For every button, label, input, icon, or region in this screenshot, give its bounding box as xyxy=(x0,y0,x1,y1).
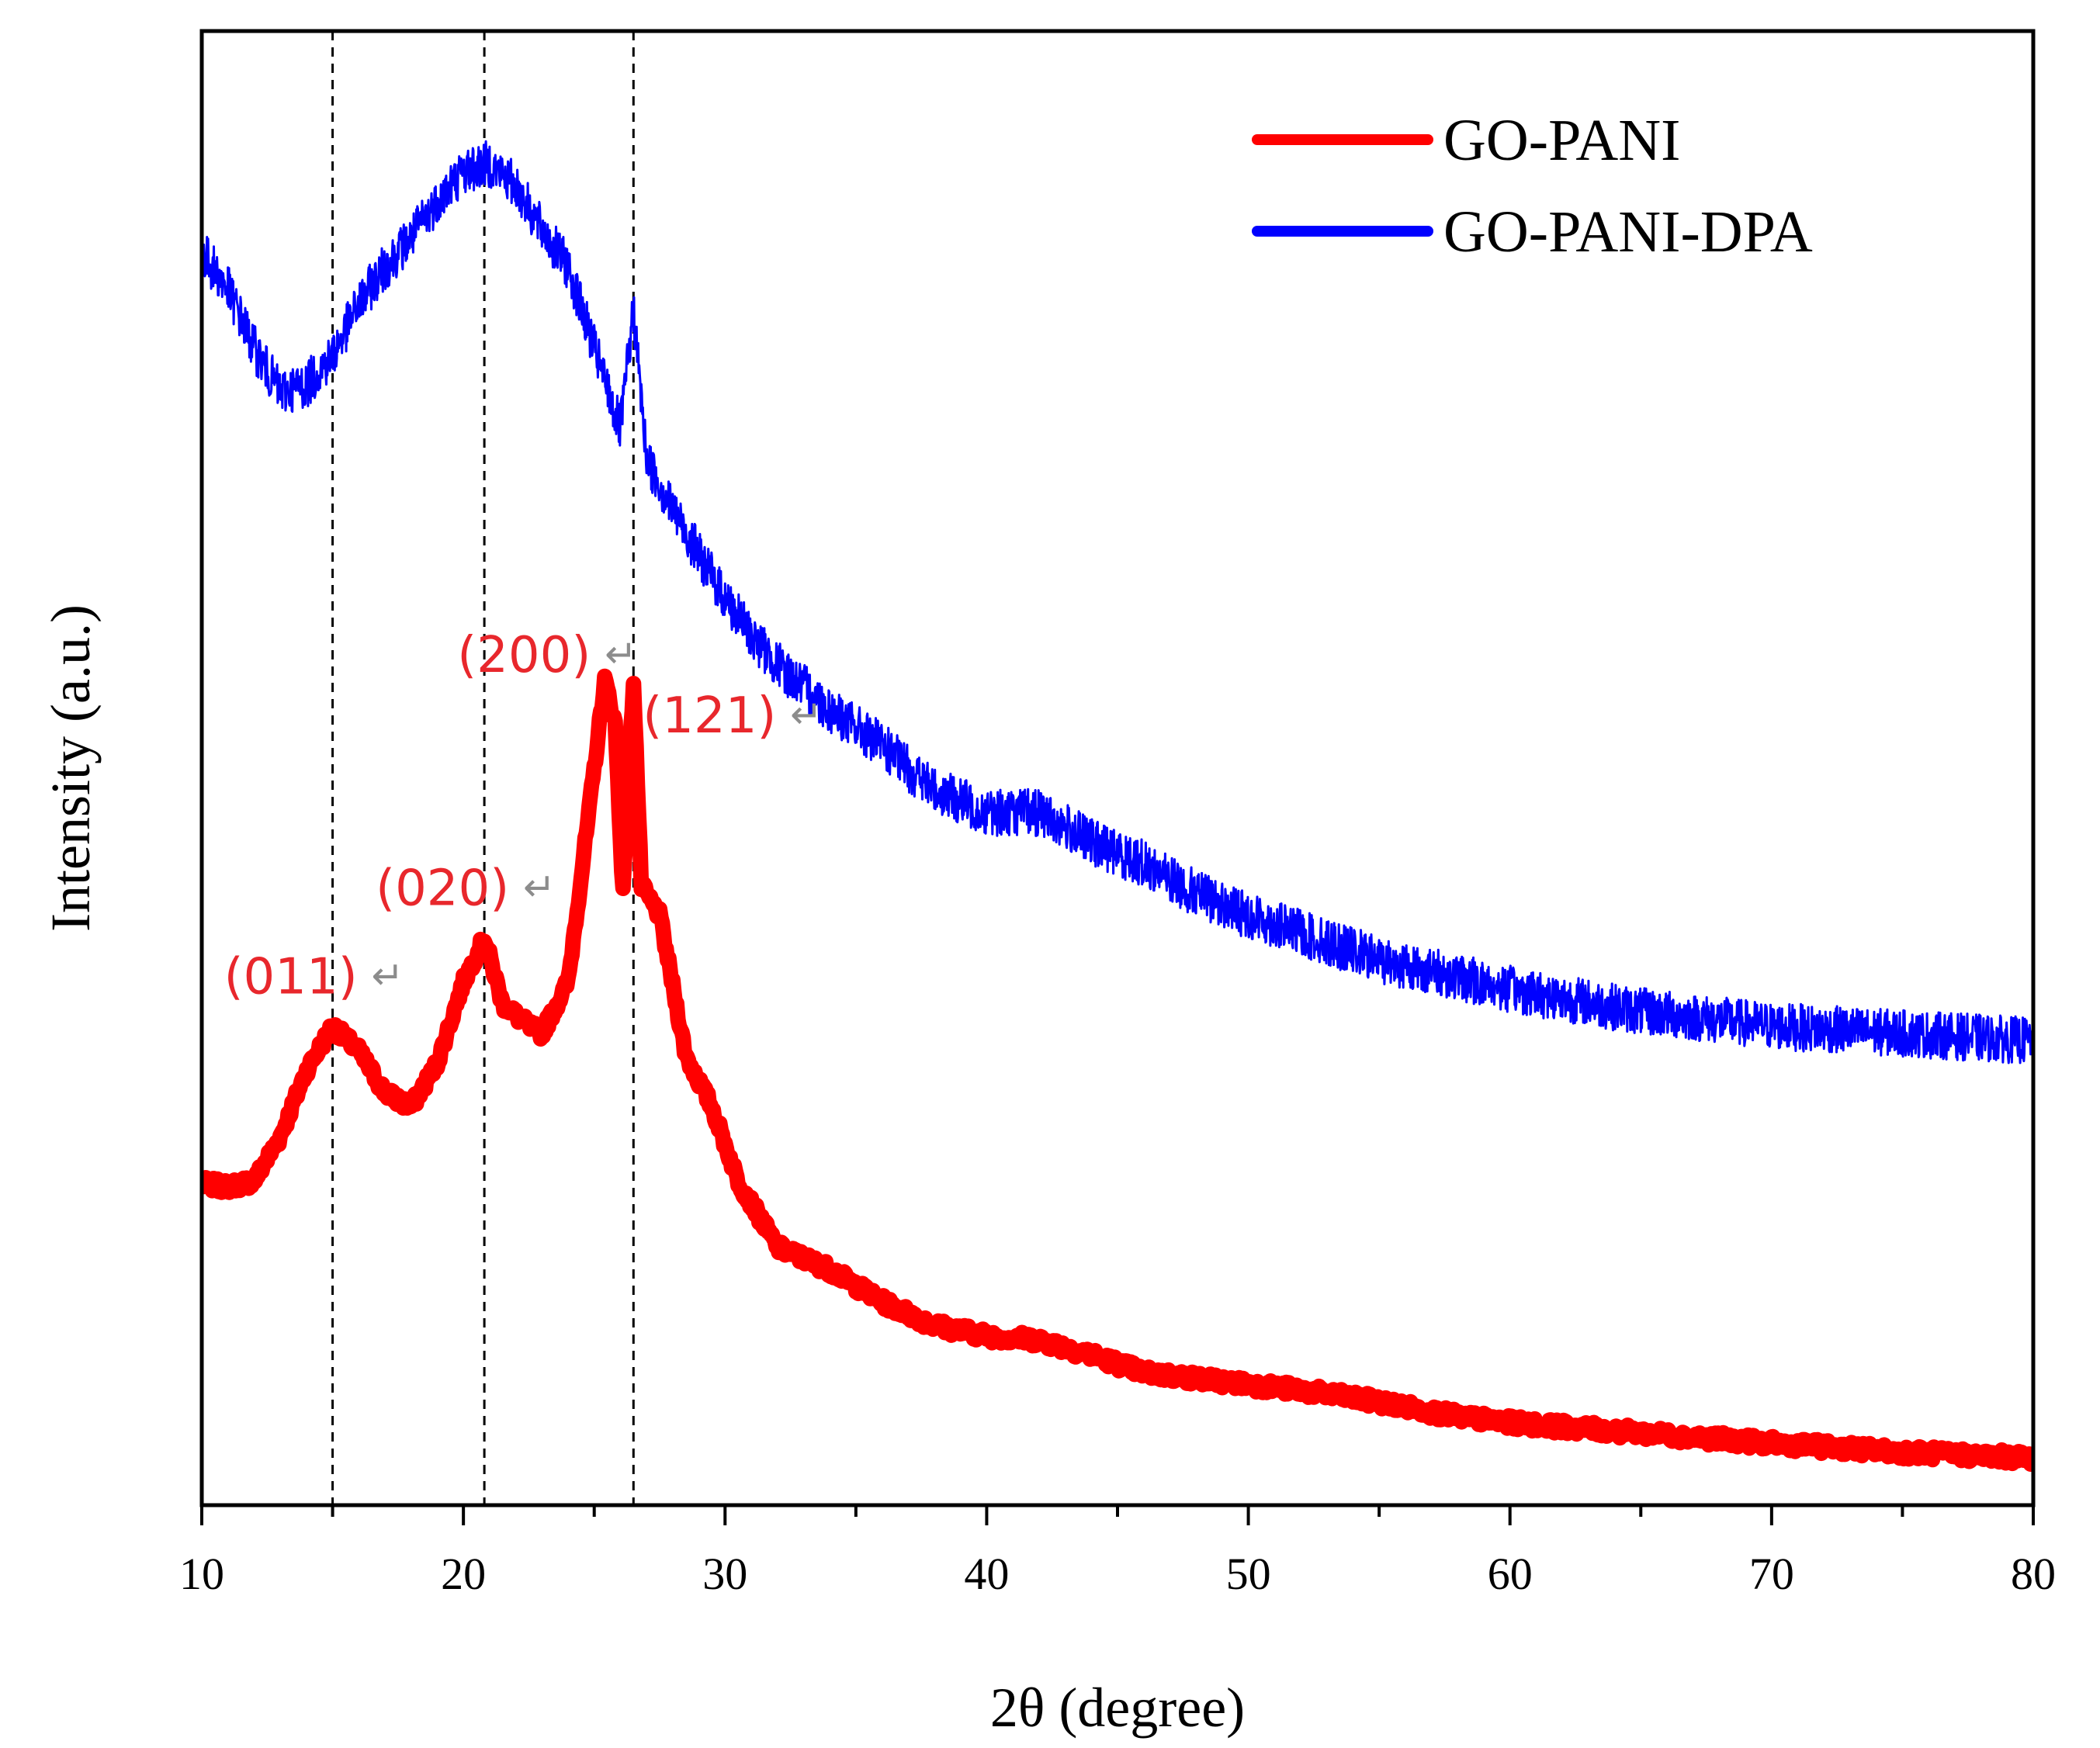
x-axis-tick-labels: 10 20 30 40 50 60 70 80 xyxy=(179,1549,2056,1599)
y-axis-title: Intensity (a.u.) xyxy=(40,604,102,932)
series-line-go-pani-dpa xyxy=(202,140,2033,1064)
x-tick-label: 40 xyxy=(964,1549,1009,1599)
x-axis-title: 2θ (degree) xyxy=(990,1677,1245,1739)
x-tick-label: 80 xyxy=(2011,1549,2056,1599)
legend-label-go-pani-dpa: GO-PANI-DPA xyxy=(1443,199,1813,265)
peak-label: (121) xyxy=(643,687,776,745)
x-axis-ticks xyxy=(200,1505,2035,1525)
series-line-go-pani xyxy=(202,668,2033,1472)
x-tick-label: 10 xyxy=(179,1549,224,1599)
series-layer xyxy=(202,140,2033,1472)
peak-label: (200) xyxy=(457,627,591,684)
peak-arrow-icon: ↵ xyxy=(790,692,823,737)
x-tick-label: 50 xyxy=(1226,1549,1271,1599)
peak-arrow-icon: ↵ xyxy=(605,632,637,677)
peak-arrow-icon: ↵ xyxy=(372,954,404,999)
legend: GO-PANI GO-PANI-DPA xyxy=(1252,108,1813,265)
peak-label: (011) xyxy=(224,949,358,1006)
peak-label: (020) xyxy=(376,860,509,918)
x-tick-label: 30 xyxy=(702,1549,747,1599)
legend-label-go-pani: GO-PANI xyxy=(1443,108,1680,173)
peak-arrow-icon: ↵ xyxy=(523,865,556,910)
x-tick-label: 70 xyxy=(1749,1549,1794,1599)
peak-annotations: (011) ↵(020) ↵(200) ↵(121) ↵ xyxy=(224,627,823,1006)
x-tick-label: 60 xyxy=(1488,1549,1533,1599)
x-tick-label: 20 xyxy=(441,1549,486,1599)
